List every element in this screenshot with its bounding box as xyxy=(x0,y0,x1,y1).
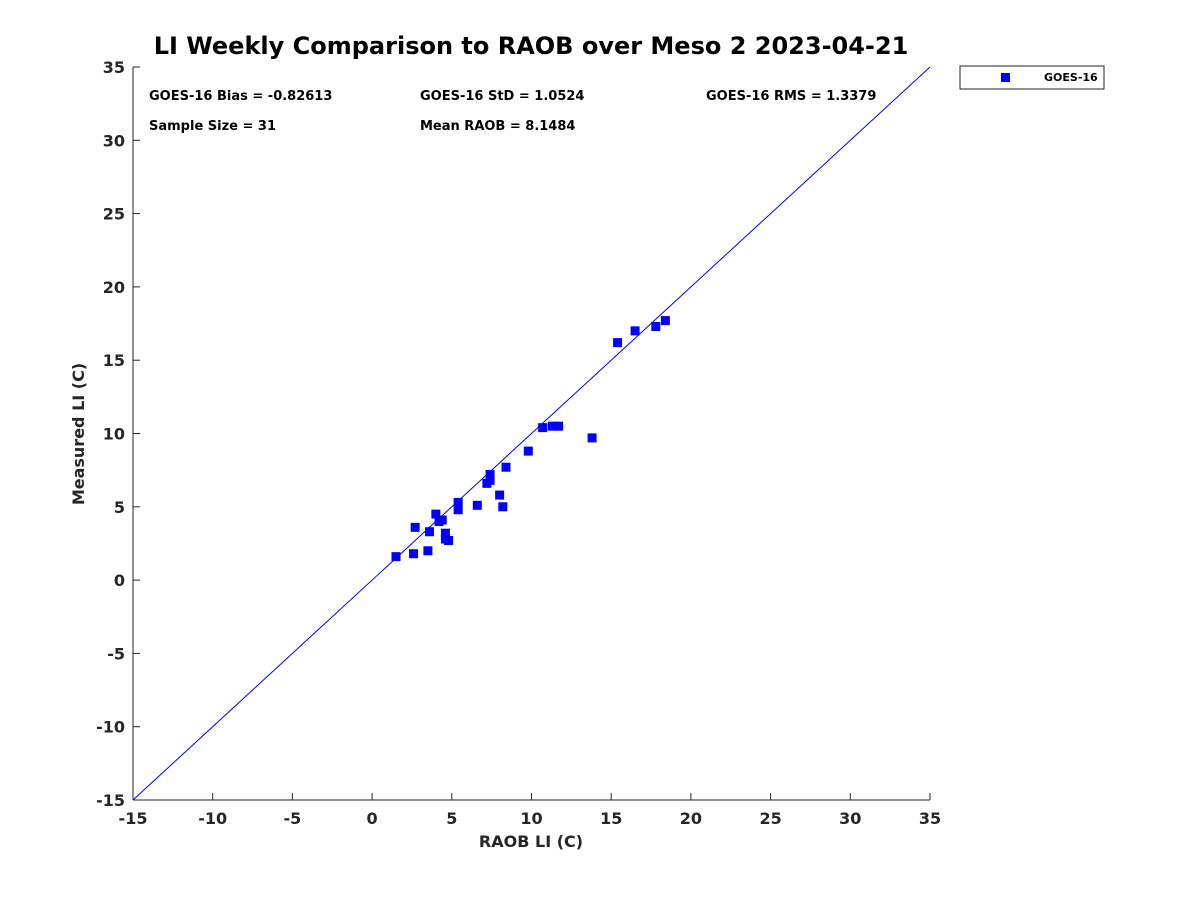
y-tick-label: 25 xyxy=(103,205,125,224)
y-tick-label: 10 xyxy=(103,425,125,444)
stat-sample-size: Sample Size = 31 xyxy=(149,119,276,134)
data-point xyxy=(409,549,419,559)
y-tick-label: -5 xyxy=(107,644,125,663)
x-tick-label: 10 xyxy=(520,809,542,828)
data-point xyxy=(444,536,454,546)
y-axis-ticks: -15 -10 -5 0 5 10 15 20 25 30 35 xyxy=(96,58,140,810)
data-point xyxy=(587,433,597,443)
x-tick-label: 15 xyxy=(600,809,622,828)
y-tick-label: 0 xyxy=(114,571,125,590)
data-point xyxy=(523,446,533,456)
stat-bias: GOES-16 Bias = -0.82613 xyxy=(149,89,332,104)
y-tick-label: -10 xyxy=(96,718,125,737)
data-point xyxy=(453,505,463,515)
data-point xyxy=(630,326,640,336)
data-point xyxy=(501,462,511,472)
scatter-points xyxy=(391,316,670,562)
data-point xyxy=(423,546,433,556)
x-tick-label: 25 xyxy=(759,809,781,828)
legend-label: GOES-16 xyxy=(1044,71,1098,84)
legend-box xyxy=(959,65,1105,90)
data-point xyxy=(440,528,450,538)
data-point xyxy=(424,527,434,537)
data-point xyxy=(485,470,495,480)
legend-marker xyxy=(1001,73,1010,82)
x-tick-label: 5 xyxy=(446,809,457,828)
data-point xyxy=(498,502,508,512)
y-tick-label: 30 xyxy=(103,131,125,150)
x-tick-label: -5 xyxy=(284,809,302,828)
data-point xyxy=(472,500,482,510)
y-tick-label: -15 xyxy=(96,791,125,810)
data-point xyxy=(410,522,420,532)
chart-title: LI Weekly Comparison to RAOB over Meso 2… xyxy=(154,32,909,60)
x-tick-label: 30 xyxy=(839,809,861,828)
data-point xyxy=(660,316,670,326)
y-tick-label: 35 xyxy=(103,58,125,77)
x-tick-label: -10 xyxy=(198,809,227,828)
data-point xyxy=(453,497,463,507)
data-point xyxy=(495,490,505,500)
y-tick-label: 15 xyxy=(103,351,125,370)
data-point xyxy=(613,338,623,348)
data-point xyxy=(554,421,564,431)
stat-std: GOES-16 StD = 1.0524 xyxy=(420,89,584,104)
x-tick-label: 35 xyxy=(919,809,941,828)
legend: GOES-16 xyxy=(959,65,1105,90)
data-point xyxy=(391,552,401,562)
y-axis-label: Measured LI (C) xyxy=(69,363,88,505)
data-point xyxy=(431,509,441,519)
x-axis-ticks: -15 -10 -5 0 5 10 15 20 25 30 35 xyxy=(119,793,941,828)
y-tick-label: 20 xyxy=(103,278,125,297)
data-point xyxy=(437,515,447,525)
identity-reference-line xyxy=(132,66,931,801)
x-tick-label: -15 xyxy=(119,809,148,828)
x-tick-label: 0 xyxy=(367,809,378,828)
data-point xyxy=(651,321,661,331)
stat-mean-raob: Mean RAOB = 8.1484 xyxy=(420,119,575,134)
stat-rms: GOES-16 RMS = 1.3379 xyxy=(706,89,876,104)
y-tick-label: 5 xyxy=(114,498,125,517)
data-point xyxy=(547,421,557,431)
x-axis-label: RAOB LI (C) xyxy=(479,832,583,851)
x-tick-label: 20 xyxy=(680,809,702,828)
data-point xyxy=(538,423,548,433)
data-point xyxy=(485,475,495,485)
